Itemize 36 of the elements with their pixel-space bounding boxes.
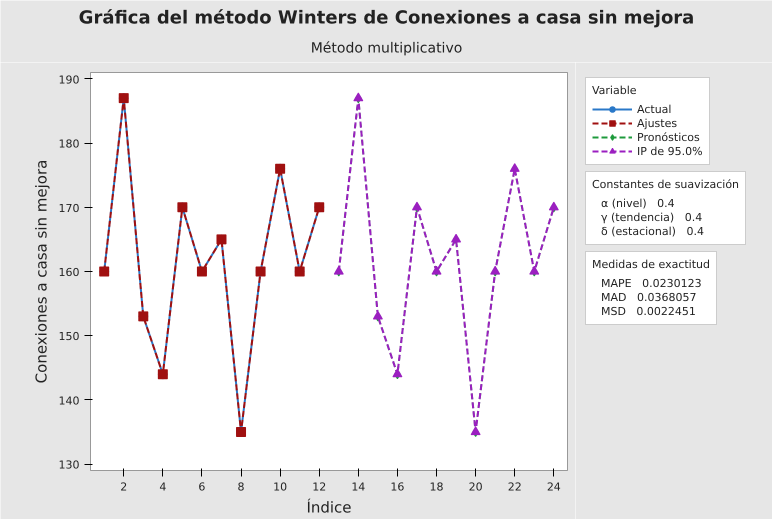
x-tick-label: 2 <box>120 480 128 494</box>
y-tick-label: 150 <box>58 330 80 344</box>
text: α (nivel) 0.4 <box>601 196 675 210</box>
legend-label: IP de 95.0% <box>637 144 703 158</box>
y-tick-label: 160 <box>58 266 80 279</box>
text: MAPE 0.0230123 <box>601 276 702 290</box>
x-tick-label: 22 <box>508 480 522 494</box>
x-tick-label: 20 <box>468 480 483 494</box>
y-tick-label: 180 <box>58 138 80 151</box>
text: MAD 0.0368057 <box>601 290 696 304</box>
y-tick-label: 170 <box>58 202 80 215</box>
text: MSD 0.0022451 <box>601 304 696 318</box>
y-tick-label: 140 <box>58 394 80 408</box>
text: δ (estacional) 0.4 <box>601 224 704 238</box>
chart-subtitle: Método multiplicativo <box>310 40 462 56</box>
y-axis-title: Conexiones a casa sin mejora <box>32 160 51 384</box>
x-axis-title: Índice <box>306 498 352 516</box>
x-tick-label: 6 <box>198 480 206 494</box>
y-tick-label: 190 <box>58 73 80 86</box>
text: γ (tendencia) 0.4 <box>601 210 702 224</box>
chart-title: Gráfica del método Winters de Conexiones a casa sin mejora <box>78 8 694 28</box>
text: Constantes de suavización <box>592 178 740 191</box>
legend-label: Ajustes <box>637 116 678 130</box>
text: Medidas de exactitud <box>592 258 710 271</box>
y-tick-label: 130 <box>58 458 80 472</box>
legend-label: Actual <box>637 102 672 116</box>
x-tick-label: 16 <box>390 480 404 494</box>
x-tick-label: 4 <box>159 480 166 494</box>
legend-title: Variable <box>592 84 638 97</box>
x-tick-label: 12 <box>312 480 326 494</box>
x-tick-label: 10 <box>273 480 288 494</box>
x-tick-label: 14 <box>351 480 366 494</box>
legend-label: Pronósticos <box>637 130 700 144</box>
x-tick-label: 8 <box>238 480 245 494</box>
x-tick-label: 18 <box>430 480 444 494</box>
x-tick-label: 24 <box>546 480 561 494</box>
